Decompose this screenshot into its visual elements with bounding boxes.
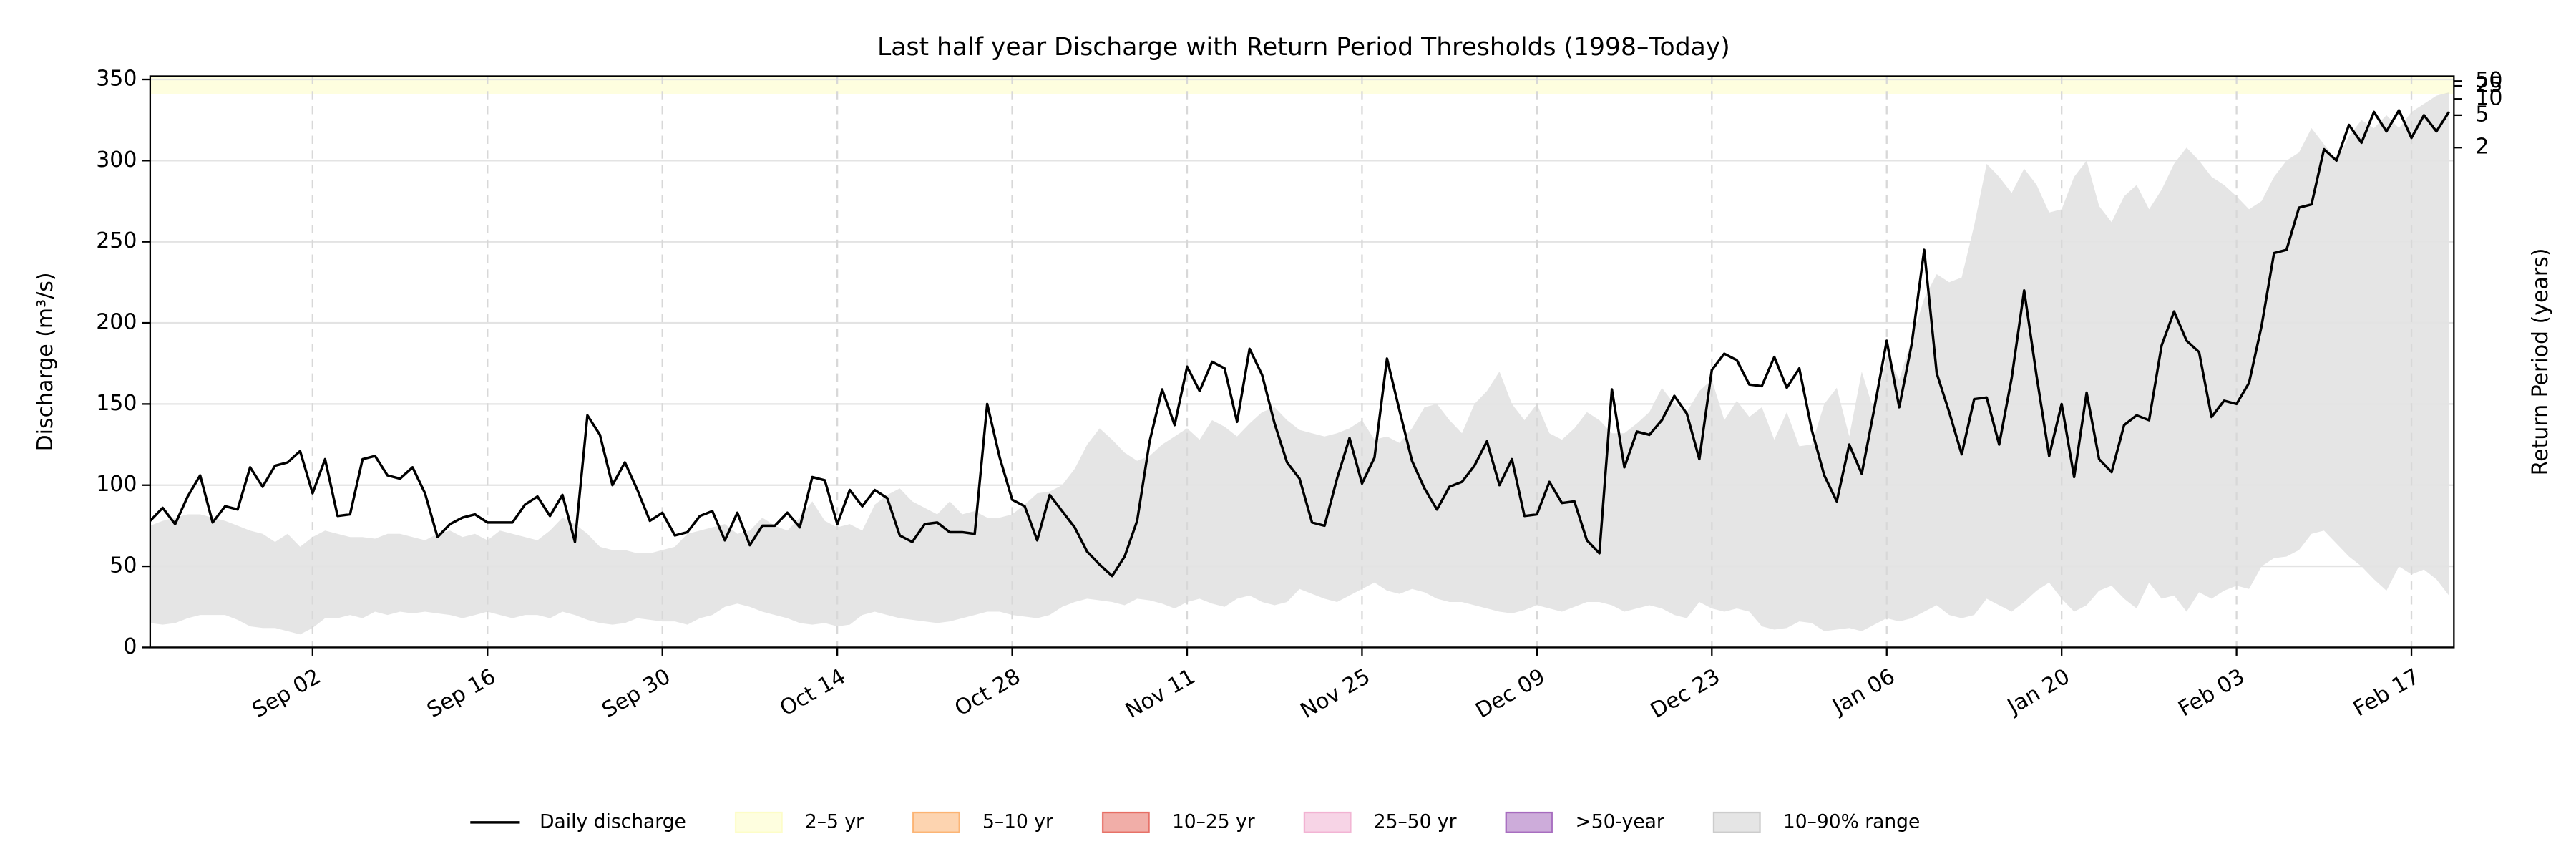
chart-title: Last half year Discharge with Return Per… bbox=[877, 33, 1730, 62]
y-tick-label: 50 bbox=[109, 553, 137, 578]
range-area bbox=[150, 92, 2449, 635]
legend-label: >50-year bbox=[1576, 810, 1664, 833]
y2-axis-label: Return Period (years) bbox=[2528, 248, 2553, 476]
legend-label: Daily discharge bbox=[540, 810, 686, 833]
x-tick-label: Dec 09 bbox=[1471, 664, 1549, 724]
y-tick-label: 100 bbox=[96, 472, 137, 497]
y-tick-label: 300 bbox=[96, 147, 137, 173]
y-tick-label: 250 bbox=[96, 228, 137, 253]
x-tick-label: Feb 17 bbox=[2349, 664, 2424, 722]
y-tick-label: 0 bbox=[123, 634, 137, 659]
legend-swatch bbox=[1303, 811, 1352, 833]
y-tick-label: 200 bbox=[96, 310, 137, 335]
x-tick-label: Dec 23 bbox=[1646, 664, 1724, 724]
x-tick-label: Nov 11 bbox=[1121, 664, 1199, 724]
legend: Daily discharge 2–5 yr 5–10 yr 10–25 yr 25–5… bbox=[470, 810, 1920, 833]
y-axis-label: Discharge (m³/s) bbox=[33, 272, 58, 451]
legend-swatch bbox=[1712, 811, 1761, 833]
legend-swatch bbox=[1101, 811, 1150, 833]
legend-label: 10–25 yr bbox=[1172, 810, 1255, 833]
legend-label: 10–90% range bbox=[1783, 810, 1920, 833]
discharge-line bbox=[149, 109, 2450, 578]
legend-swatch bbox=[912, 811, 960, 833]
x-tick-label: Sep 30 bbox=[597, 664, 675, 723]
x-tick-label: Feb 03 bbox=[2174, 664, 2249, 722]
legend-swatch bbox=[1505, 811, 1553, 833]
x-tick-label: Jan 20 bbox=[2002, 664, 2074, 720]
x-tick-label: Jan 06 bbox=[1828, 664, 1900, 720]
y2-tick-label: 2 bbox=[2475, 135, 2489, 160]
y2-tick-label: 25 bbox=[2475, 73, 2502, 98]
y2-tick-label: 50 bbox=[2475, 68, 2502, 93]
x-tick-label: Sep 16 bbox=[423, 664, 500, 723]
legend-label: 5–10 yr bbox=[982, 810, 1053, 833]
y-tick-label: 350 bbox=[96, 67, 137, 92]
x-tick-label: Sep 02 bbox=[248, 664, 326, 723]
y2-tick-label: 5 bbox=[2475, 102, 2489, 127]
x-tick-label: Oct 28 bbox=[950, 664, 1025, 722]
y2-tick-label: 10 bbox=[2475, 86, 2502, 111]
x-tick-label: Oct 14 bbox=[776, 664, 850, 722]
plot-frame bbox=[149, 75, 2455, 649]
legend-label: 2–5 yr bbox=[805, 810, 864, 833]
x-tick-label: Nov 25 bbox=[1296, 664, 1374, 724]
legend-swatch bbox=[734, 811, 783, 833]
y-tick-label: 150 bbox=[96, 391, 137, 416]
legend-label: 25–50 yr bbox=[1374, 810, 1457, 833]
